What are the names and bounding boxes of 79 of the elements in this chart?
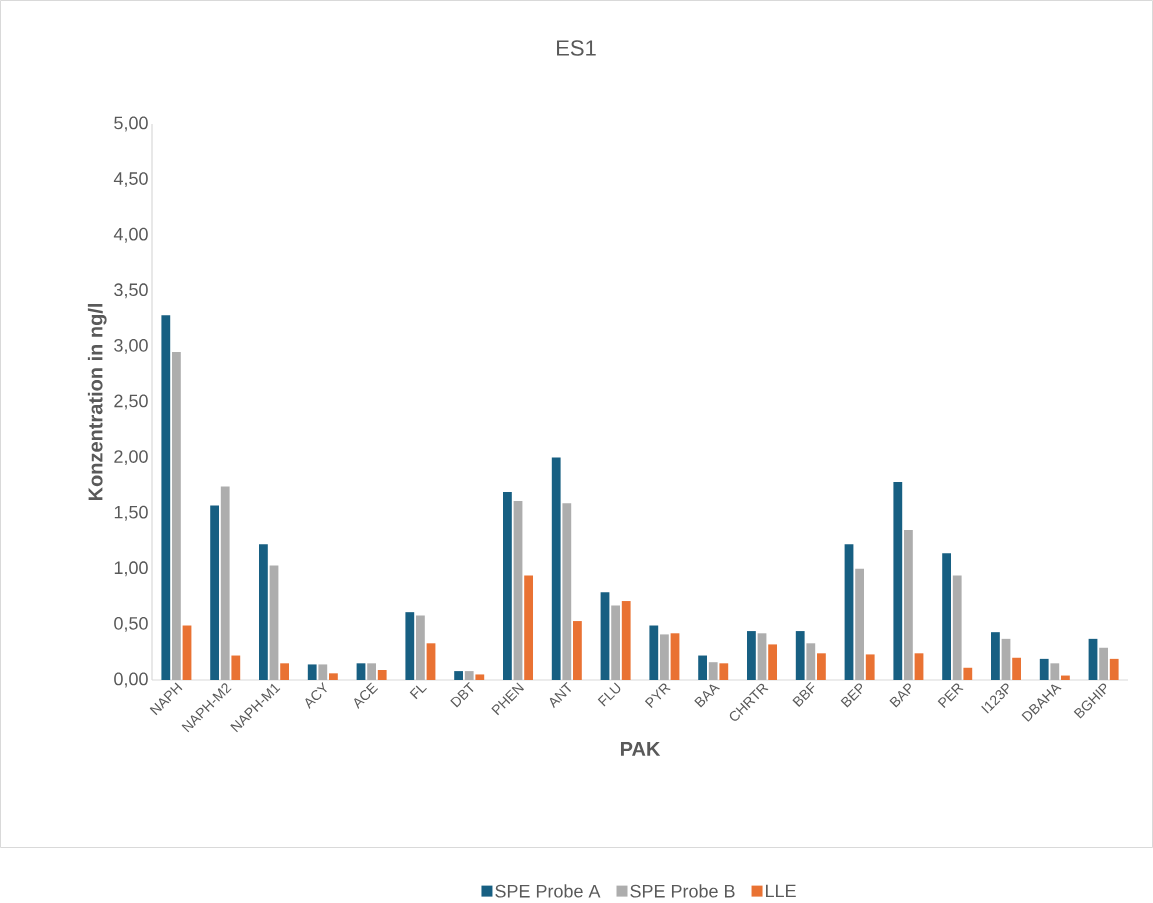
bar [269,565,279,681]
y-tick-label: 2,00 [114,450,148,466]
bar [1109,658,1119,681]
bar [893,482,903,681]
bar [182,625,192,681]
bar [768,644,778,681]
bar [161,315,171,681]
bar [865,654,875,681]
bar [318,664,328,681]
bar [708,662,718,681]
legend-label: SPE Probe A [495,884,601,898]
bar [660,634,669,681]
bar [904,529,913,681]
y-tick-label: 4,50 [113,172,148,188]
bar [1039,658,1049,681]
bar [844,544,854,681]
bar [1001,638,1011,681]
y-tick-label: 4,00 [113,227,148,243]
bar [757,633,767,681]
bar [475,674,485,681]
bar [405,612,415,681]
bar [231,655,241,681]
y-tick-label: 1,00 [114,561,148,577]
bar [307,664,317,681]
bar [719,663,729,681]
bar [1061,675,1070,681]
bar [513,501,523,681]
chart-title: ES1 [557,40,596,56]
bar [698,655,708,681]
bar [562,503,572,681]
bar [1012,657,1022,681]
bar [670,633,680,681]
bar [611,605,621,681]
x-tick-label: FL [409,685,427,700]
bar [795,631,805,681]
bar [551,457,561,681]
bar [991,632,1000,681]
bar [377,670,387,681]
bar [426,643,436,681]
bar [172,352,181,681]
bar [454,671,464,681]
bar [942,553,952,681]
bar [329,673,338,681]
x-tick-label: BAA [694,684,720,708]
y-tick-label: 5,00 [114,116,148,132]
bar [573,621,582,681]
y-tick-label: 0,50 [114,617,148,632]
bar [220,486,230,681]
y-tick-label: 2,50 [114,394,148,410]
bar [817,653,826,681]
bar [524,575,534,681]
y-tick-label: 0,00 [114,672,148,688]
bar [356,663,366,681]
bar [806,643,816,681]
bar [503,492,512,681]
y-tick-label: 1,50 [114,505,148,521]
bar [963,667,973,681]
bar [464,671,474,681]
bar [1088,638,1098,681]
y-axis-title: Konzentration in ng/l [87,304,107,501]
y-tick-label: 3,50 [114,283,148,299]
bar [621,601,631,681]
bar [747,631,756,681]
bar [416,615,425,681]
bar [1099,647,1109,681]
bar [367,663,377,681]
bar [914,653,924,681]
bar [280,663,290,681]
bar [210,505,219,681]
legend-label: SPE Probe B [630,884,735,898]
bar [600,592,610,681]
legend-label: LLE [766,884,796,898]
bar [855,568,865,681]
bar [259,544,268,681]
x-axis-title: PAK [620,742,661,756]
y-tick-label: 3,00 [114,339,148,354]
bar [649,625,659,681]
bar [1050,663,1060,681]
bar [952,575,962,681]
